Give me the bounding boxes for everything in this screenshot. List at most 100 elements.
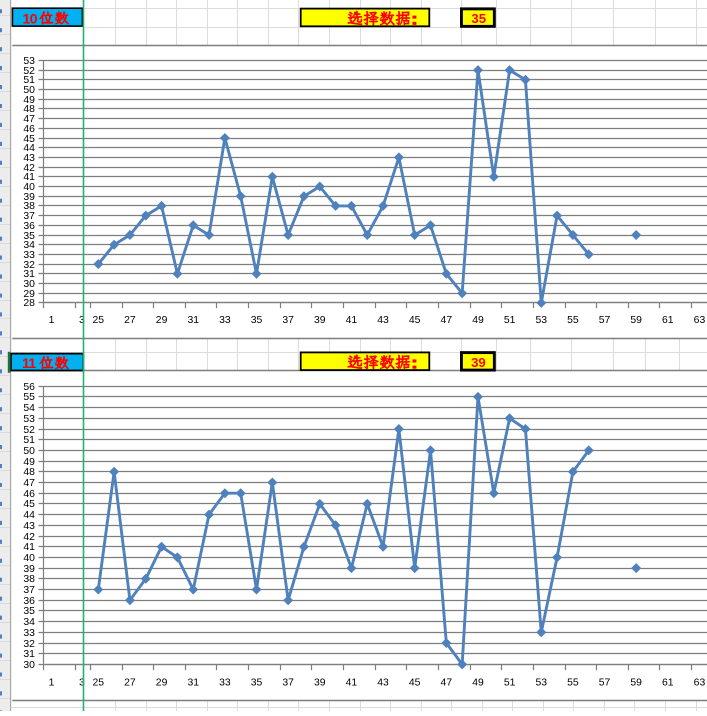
svg-text:49: 49 (472, 678, 484, 689)
svg-text:53: 53 (535, 315, 547, 326)
svg-text:53: 53 (535, 678, 547, 689)
svg-text:51: 51 (504, 678, 516, 689)
svg-text:33: 33 (219, 678, 231, 689)
svg-text:47: 47 (441, 678, 453, 689)
svg-text:37: 37 (23, 585, 35, 596)
svg-text:47: 47 (23, 114, 35, 125)
svg-text:55: 55 (567, 678, 579, 689)
svg-text:29: 29 (23, 289, 35, 300)
svg-text:49: 49 (23, 95, 35, 106)
svg-text:31: 31 (23, 649, 35, 660)
svg-text:57: 57 (599, 315, 611, 326)
svg-text:61: 61 (662, 678, 674, 689)
svg-text:35: 35 (23, 606, 35, 617)
svg-text:29: 29 (156, 678, 168, 689)
svg-text:10: 10 (23, 11, 38, 27)
svg-text:47: 47 (441, 315, 453, 326)
svg-text:33: 33 (23, 250, 35, 261)
svg-text:37: 37 (282, 315, 294, 326)
svg-text:43: 43 (23, 521, 35, 532)
svg-text:43: 43 (377, 315, 389, 326)
svg-text:51: 51 (23, 435, 35, 446)
svg-text:39: 39 (314, 315, 326, 326)
svg-text:34: 34 (23, 617, 35, 628)
svg-text:50: 50 (23, 85, 35, 96)
svg-text:61: 61 (662, 315, 674, 326)
svg-text:27: 27 (124, 315, 136, 326)
svg-text:29: 29 (156, 315, 168, 326)
svg-text:25: 25 (93, 678, 105, 689)
svg-text:32: 32 (23, 260, 35, 271)
svg-text:30: 30 (23, 279, 35, 290)
svg-text:40: 40 (23, 182, 35, 193)
svg-text:51: 51 (504, 315, 516, 326)
svg-text:55: 55 (567, 315, 579, 326)
svg-text:35: 35 (471, 11, 486, 26)
svg-text:39: 39 (314, 678, 326, 689)
svg-text:35: 35 (23, 231, 35, 242)
svg-text:31: 31 (23, 269, 35, 280)
svg-text:49: 49 (472, 315, 484, 326)
svg-text:37: 37 (282, 678, 294, 689)
svg-text:45: 45 (23, 134, 35, 145)
svg-text:1: 1 (49, 678, 55, 689)
svg-text:41: 41 (346, 678, 358, 689)
svg-text:43: 43 (377, 678, 389, 689)
svg-text:48: 48 (23, 104, 35, 115)
svg-text:41: 41 (346, 315, 358, 326)
svg-text:38: 38 (23, 201, 35, 212)
svg-text:36: 36 (23, 596, 35, 607)
svg-text:48: 48 (23, 467, 35, 478)
svg-text:53: 53 (23, 56, 35, 67)
svg-text:53: 53 (23, 414, 35, 425)
svg-text:40: 40 (23, 553, 35, 564)
svg-text:49: 49 (23, 457, 35, 468)
svg-text:11: 11 (22, 356, 36, 372)
svg-text:1: 1 (49, 315, 55, 326)
svg-text:59: 59 (630, 678, 642, 689)
svg-text:47: 47 (23, 478, 35, 489)
svg-text:35: 35 (251, 678, 263, 689)
svg-text:31: 31 (187, 678, 199, 689)
svg-text:45: 45 (23, 499, 35, 510)
svg-text:59: 59 (630, 315, 642, 326)
svg-text:31: 31 (187, 315, 199, 326)
svg-text:51: 51 (23, 75, 35, 86)
svg-text:38: 38 (23, 574, 35, 585)
svg-text:41: 41 (23, 542, 35, 553)
svg-text:63: 63 (694, 678, 706, 689)
svg-text:50: 50 (23, 446, 35, 457)
svg-text:56: 56 (23, 382, 35, 393)
svg-text:34: 34 (23, 240, 35, 251)
svg-text:28: 28 (23, 298, 35, 309)
svg-text:55: 55 (23, 392, 35, 403)
svg-text:3: 3 (79, 315, 85, 326)
svg-text:32: 32 (23, 639, 35, 650)
svg-text:57: 57 (599, 678, 611, 689)
svg-text:3: 3 (79, 678, 85, 689)
svg-text:44: 44 (23, 510, 35, 521)
svg-text:35: 35 (251, 315, 263, 326)
svg-text:46: 46 (23, 489, 35, 500)
svg-text:54: 54 (23, 403, 35, 414)
svg-text:42: 42 (23, 532, 35, 543)
svg-text:41: 41 (23, 172, 35, 183)
svg-text:36: 36 (23, 221, 35, 232)
svg-text:39: 39 (471, 355, 486, 370)
svg-text:39: 39 (23, 192, 35, 203)
svg-text:44: 44 (23, 143, 35, 154)
svg-text:63: 63 (694, 315, 706, 326)
svg-text:45: 45 (409, 678, 421, 689)
svg-text:33: 33 (23, 628, 35, 639)
svg-text:45: 45 (409, 315, 421, 326)
svg-text:52: 52 (23, 425, 35, 436)
svg-text:27: 27 (124, 678, 136, 689)
svg-text:30: 30 (23, 660, 35, 671)
svg-text:42: 42 (23, 163, 35, 174)
svg-text:25: 25 (93, 315, 105, 326)
svg-text:46: 46 (23, 124, 35, 135)
svg-text:37: 37 (23, 211, 35, 222)
svg-text:43: 43 (23, 153, 35, 164)
svg-text:52: 52 (23, 66, 35, 77)
svg-text:39: 39 (23, 564, 35, 575)
